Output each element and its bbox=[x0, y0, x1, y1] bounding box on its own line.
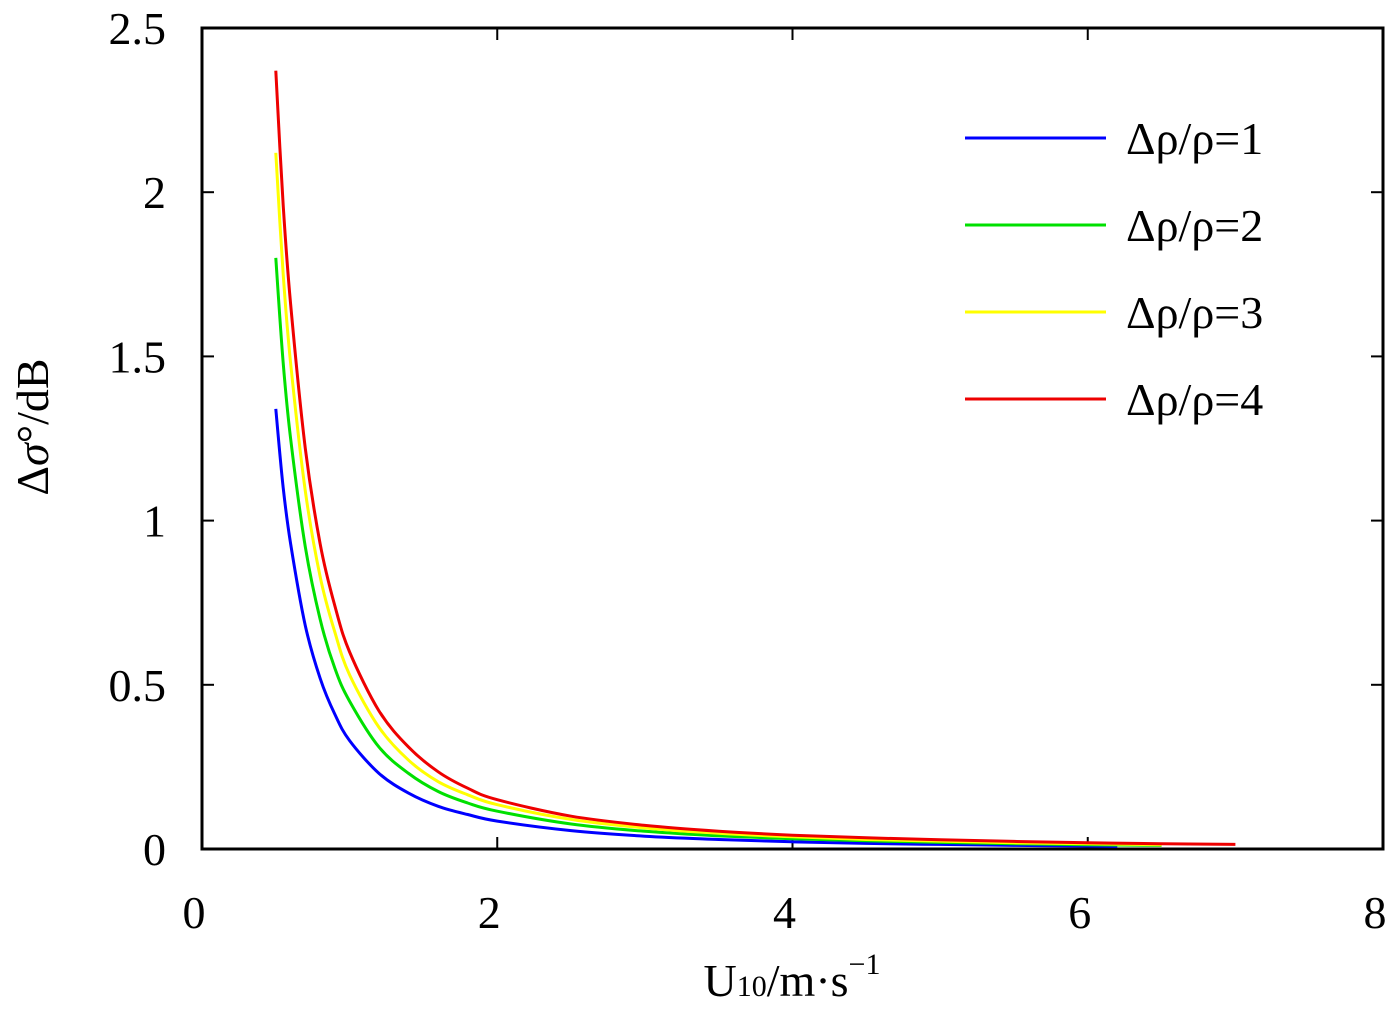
legend-label-1: Δρ/ρ=1 bbox=[1126, 113, 1263, 164]
plot-area bbox=[200, 26, 1385, 851]
y-tick-label: 1.5 bbox=[109, 331, 167, 382]
x-axis-label: U10/m·s−1 bbox=[704, 948, 881, 1006]
y-tick-label: 0 bbox=[143, 824, 166, 875]
x-tick-label: 8 bbox=[1364, 887, 1387, 938]
x-axis-label-sub: 10 bbox=[737, 970, 767, 1003]
series-line-1 bbox=[274, 408, 1118, 848]
x-axis-label-base: U bbox=[704, 955, 737, 1006]
x-tick-label: 6 bbox=[1068, 887, 1091, 938]
legend: Δρ/ρ=1 Δρ/ρ=2 Δρ/ρ=3 Δρ/ρ=4 bbox=[965, 113, 1263, 425]
x-axis-label-mid: /m·s bbox=[767, 955, 849, 1006]
y-tick-label: 2.5 bbox=[109, 3, 167, 54]
y-tick-label: 2 bbox=[143, 167, 166, 218]
y-tick-label: 0.5 bbox=[109, 660, 167, 711]
series-line-4 bbox=[274, 70, 1236, 846]
legend-label-3: Δρ/ρ=3 bbox=[1126, 287, 1263, 338]
y-axis-label-degree: ° bbox=[7, 425, 58, 443]
y-axis-label-sigma: σ bbox=[7, 441, 58, 466]
y-tick-label: 1 bbox=[143, 496, 166, 547]
y-axis-label-unit: /dB bbox=[7, 358, 58, 424]
series-lines bbox=[274, 70, 1236, 848]
y-axis-label: Δσ°/dB bbox=[7, 358, 58, 495]
ticks: 0 2 4 6 8 0 0.5 1 1.5 2 2.5 bbox=[109, 3, 1387, 938]
legend-label-4: Δρ/ρ=4 bbox=[1126, 374, 1263, 425]
legend-label-2: Δρ/ρ=2 bbox=[1126, 200, 1263, 251]
x-tick-label: 4 bbox=[773, 887, 796, 938]
x-tick-label: 2 bbox=[478, 887, 501, 938]
y-axis-label-delta: Δ bbox=[7, 466, 58, 496]
x-axis-label-sup: −1 bbox=[849, 948, 881, 981]
x-tick-label: 0 bbox=[183, 887, 206, 938]
